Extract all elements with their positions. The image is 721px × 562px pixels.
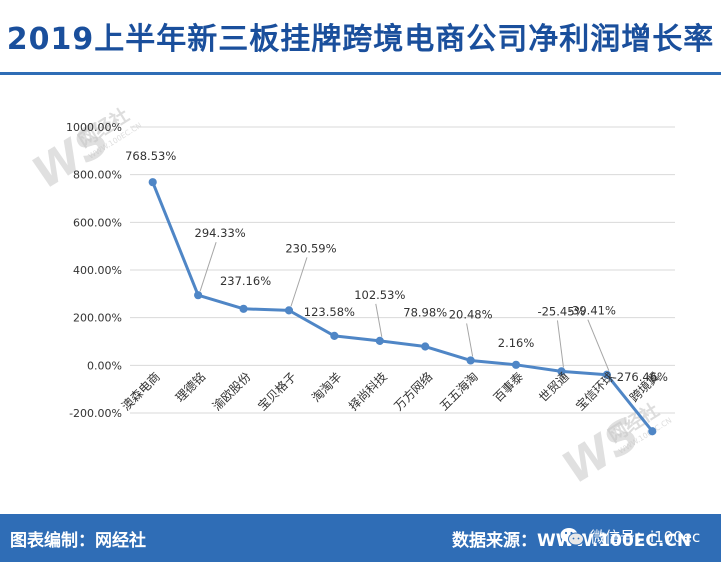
data-label: 20.48% [449, 307, 493, 321]
data-label: 2.16% [498, 336, 535, 350]
data-label: 237.16% [220, 274, 271, 288]
chart-title: 2019上半年新三板挂牌跨境电商公司净利润增长率 [6, 22, 715, 57]
y-tick-label: 1000.00% [66, 121, 122, 134]
data-label: -25.45% [537, 304, 585, 318]
wechat-icon [560, 528, 584, 546]
category-label: 百事泰 [491, 370, 526, 405]
wechat-id: 微信号：i100ec [590, 528, 701, 546]
category-label: 淘淘羊 [308, 369, 344, 405]
leader-line [375, 303, 383, 337]
data-label: -276.46% [613, 370, 668, 384]
data-point [375, 336, 384, 345]
footer-bar: 图表编制：网经社 数据来源：WWW.100EC.CN 微信号：i100ec [0, 514, 721, 562]
data-point [284, 306, 294, 315]
data-label: 768.53% [125, 149, 176, 163]
category-label: 五五海淘 [436, 369, 481, 414]
data-point [148, 178, 157, 187]
data-point [194, 291, 203, 300]
data-point [648, 427, 657, 436]
y-tick-label: 0.00% [87, 359, 122, 372]
y-tick-label: 600.00% [73, 216, 122, 229]
data-label: 230.59% [285, 241, 336, 255]
category-label: 宝贝格子 [255, 369, 300, 414]
data-labels: 768.53% 294.33% 237.16% 230.59% 123.58% 102.5… [125, 149, 668, 384]
y-axis-ticks: -200.00% 0.00% 200.00% 400.00% 600.00% 800.00… [66, 121, 122, 420]
data-point [511, 360, 521, 369]
y-tick-label: 200.00% [73, 312, 122, 325]
data-label: 102.53% [354, 288, 405, 302]
category-label: 澳森电商 [118, 369, 163, 414]
leader-line [587, 319, 610, 371]
category-label: 宝信环球 [573, 370, 617, 414]
y-tick-label: -200.00% [69, 407, 122, 420]
leader-line [466, 323, 474, 357]
grid-lines [130, 126, 675, 414]
data-point [557, 367, 566, 376]
data-label: 123.58% [304, 305, 355, 319]
category-label: 渝欧股份 [209, 369, 254, 414]
y-tick-label: 800.00% [73, 169, 122, 182]
data-label: 294.33% [195, 226, 246, 240]
category-label: 世贸通 [536, 370, 571, 405]
data-point [239, 304, 248, 313]
leader-line [199, 242, 217, 292]
leader-line [290, 257, 308, 307]
category-label: 万方网络 [391, 369, 436, 414]
data-label: 78.98% [403, 306, 447, 320]
title-bar: 2019上半年新三板挂牌跨境电商公司净利润增长率 [0, 0, 721, 75]
title-rule [0, 72, 721, 75]
leader-line [556, 320, 564, 368]
data-point [602, 370, 611, 379]
wechat-badge: 微信号：i100ec [560, 520, 715, 556]
y-tick-label: 400.00% [73, 264, 122, 277]
category-label: 理德铭 [172, 369, 208, 405]
data-point [421, 342, 430, 351]
data-label: -39.41% [568, 304, 616, 318]
series-line [151, 181, 654, 433]
leader-lines [199, 242, 610, 371]
footer-source-compiler: 图表编制：网经社 [10, 531, 146, 551]
data-point [330, 331, 339, 340]
data-point [466, 356, 475, 365]
series-line-group [148, 178, 657, 436]
category-labels: 澳森电商 理德铭 渝欧股份 宝贝格子 淘淘羊 择尚科技 万方网络 五五海淘 百事泰 世贸通 宝信环球… [118, 369, 662, 414]
category-label: 择尚科技 [346, 370, 390, 414]
